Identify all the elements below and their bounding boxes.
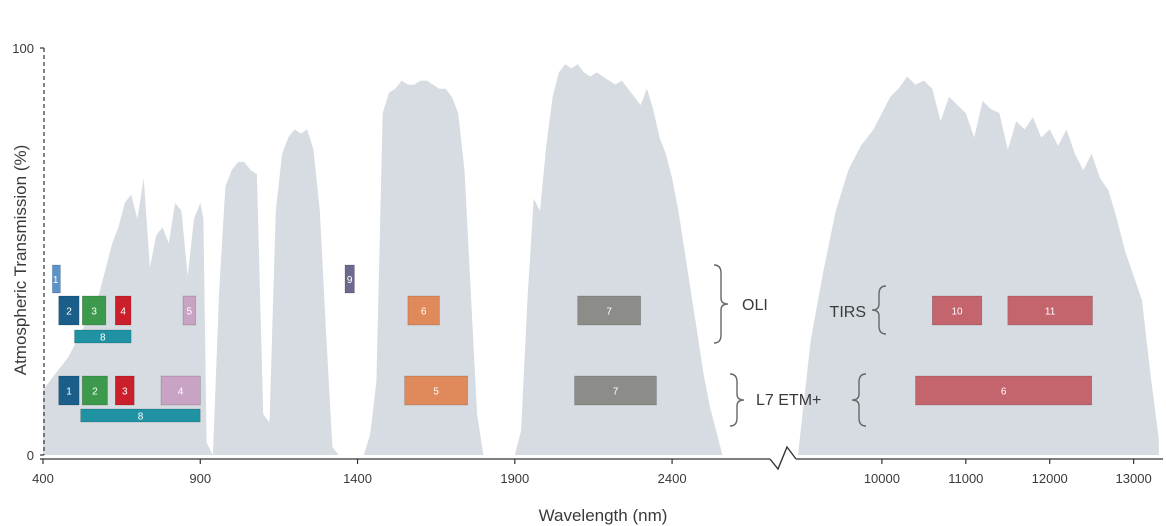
band-l7-etm--7	[574, 375, 657, 406]
x-tick-label: 12000	[1032, 471, 1068, 486]
x-tick-label: 1900	[500, 471, 529, 486]
band-oli-8	[74, 329, 132, 344]
x-tick-label: 10000	[864, 471, 900, 486]
band-oli-3	[82, 295, 107, 326]
band-oli-2	[58, 295, 80, 326]
y-axis-title: Atmospheric Transmission (%)	[11, 145, 30, 376]
axes: 100 0 Atmospheric Transmission (%) Wavel…	[11, 41, 1163, 525]
x-axis-title: Wavelength (nm)	[539, 506, 668, 525]
band-label: 8	[138, 412, 144, 423]
band-oli-7	[577, 295, 641, 326]
band-label: 11	[1045, 307, 1056, 318]
band-label: 3	[122, 387, 128, 398]
band-label: 6	[1001, 387, 1007, 398]
band-label: 5	[187, 307, 193, 318]
axis-break-mark	[769, 445, 797, 471]
y-tick-label-min: 0	[27, 448, 34, 463]
band-l7-etm--2	[82, 375, 108, 406]
band-l7-etm--5	[404, 375, 468, 406]
sensor-label-l7-etm-: L7 ETM+	[756, 392, 821, 409]
band-label: 7	[613, 387, 619, 398]
band-label: 5	[433, 387, 439, 398]
brace	[871, 285, 887, 335]
brace	[713, 264, 729, 344]
band-label: 4	[178, 387, 184, 398]
x-tick-label: 11000	[948, 471, 983, 486]
band-label: 6	[421, 307, 427, 318]
y-tick-label-max: 100	[12, 41, 34, 56]
band-oli-5	[182, 295, 196, 326]
band-label: 10	[951, 307, 963, 318]
band-l7-etm--3	[115, 375, 135, 406]
band-label: 3	[91, 307, 97, 318]
band-oli-6	[407, 295, 440, 326]
band-oli-4	[115, 295, 132, 326]
band-oli-9	[344, 264, 355, 294]
band-label: 2	[66, 307, 72, 318]
band-l7-etm--1	[58, 375, 80, 406]
transmission-area-left	[43, 64, 723, 456]
x-tick-label: 1400	[343, 471, 372, 486]
band-l7-etm--4	[160, 375, 201, 406]
x-tick-label: 400	[32, 471, 54, 486]
band-label: 1	[53, 275, 59, 286]
band-l7-etm--6	[915, 375, 1092, 406]
band-tirs-11	[1007, 295, 1093, 326]
band-oli-1	[52, 264, 61, 294]
transmission-area-layer	[43, 64, 1159, 456]
sensor-label-tirs: TIRS	[830, 304, 866, 321]
band-tirs-10	[931, 295, 983, 326]
x-tick-labels: 400 900 1400 1900 2400 10000 11000 12000 13000	[32, 459, 1152, 486]
transmission-area-right	[798, 76, 1159, 455]
band-label: 9	[347, 275, 353, 286]
x-tick-label: 2400	[658, 471, 687, 486]
sensor-label-oli: OLI	[742, 297, 768, 314]
band-label: 1	[66, 387, 72, 398]
band-l7-etm--8	[80, 408, 201, 423]
x-tick-label: 13000	[1116, 471, 1152, 486]
band-label: 7	[606, 307, 612, 318]
x-tick-label: 900	[189, 471, 211, 486]
band-label: 4	[120, 307, 126, 318]
brace	[851, 373, 867, 427]
band-label: 8	[100, 333, 106, 344]
brace	[729, 373, 745, 427]
sensor-braces: OLI TIRS L7 ETM+	[713, 264, 887, 427]
band-label: 2	[92, 387, 98, 398]
